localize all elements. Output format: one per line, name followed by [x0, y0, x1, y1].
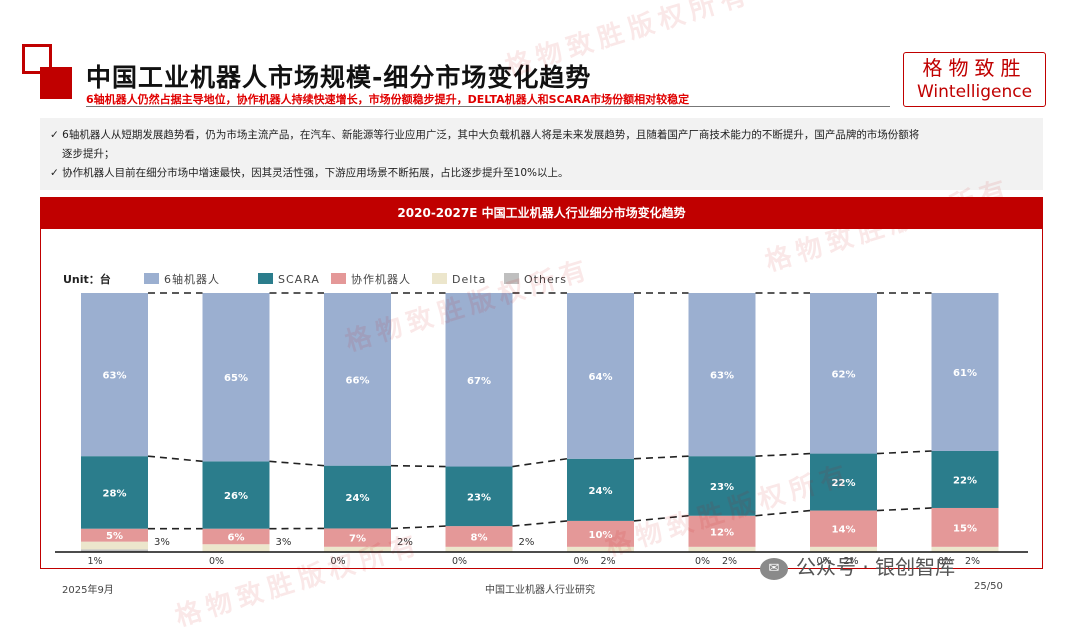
bar-delta-2025e	[689, 547, 756, 552]
title-decoration-filled	[40, 67, 72, 99]
label-delta-2020: 3%	[154, 537, 170, 548]
label-scara-2024: 24%	[589, 486, 613, 497]
logo-english: Wintelligence	[904, 82, 1045, 102]
page-subtitle: 6轴机器人仍然占据主导地位，协作机器人持续快速增长，市场份额稳步提升，DELTA…	[86, 91, 689, 107]
label-six-axis-2027e: 61%	[953, 368, 977, 379]
chart-title: 2020-2027E 中国工业机器人行业细分市场变化趋势	[41, 198, 1042, 229]
bar-delta-2023	[446, 547, 513, 552]
legend-label-others: Others	[524, 273, 567, 286]
label-six-axis-2022: 66%	[346, 375, 370, 386]
notes-panel: ✓ 6轴机器人从短期发展趋势看，仍为市场主流产品，在汽车、新能源等行业应用广泛，…	[40, 118, 1043, 190]
label-others-2020: 1%	[87, 556, 102, 567]
label-six-axis-2020: 63%	[103, 371, 127, 382]
label-collaborative-2026e: 14%	[832, 525, 856, 536]
label-others-2022: 0%	[330, 556, 345, 567]
label-scara-2026e: 22%	[832, 478, 856, 489]
label-six-axis-2021: 65%	[224, 373, 248, 384]
label-others-2023: 0%	[452, 556, 467, 567]
connector-scara-2024	[634, 456, 689, 459]
label-delta-2027e: 2%	[965, 556, 980, 567]
connector-collaborative-2026e	[877, 508, 932, 511]
label-six-axis-2026e: 62%	[832, 369, 856, 380]
legend-swatch-scara	[258, 273, 273, 284]
connector-collaborative-2025e	[756, 511, 811, 516]
note-line-2: 逐步提升；	[50, 145, 1033, 164]
label-scara-2023: 23%	[467, 492, 491, 503]
label-collaborative-2021: 6%	[228, 532, 245, 543]
bar-delta-2022	[324, 547, 391, 552]
bar-delta-2020	[81, 542, 148, 550]
label-scara-2020: 28%	[103, 488, 127, 499]
connector-collaborative-2024	[634, 516, 689, 521]
connector-scara-2026e	[877, 451, 932, 454]
connector-scara-2021	[270, 461, 325, 465]
label-others-2025e: 0%	[695, 556, 710, 567]
label-collaborative-2025e: 12%	[710, 527, 734, 538]
legend-swatch-delta	[432, 273, 447, 284]
label-delta-2023: 2%	[519, 537, 535, 548]
wechat-label: 公众号 · 银创智库	[796, 555, 955, 579]
connector-scara-2022	[391, 466, 446, 467]
note-line-1: ✓ 6轴机器人从短期发展趋势看，仍为市场主流产品，在汽车、新能源等行业应用广泛，…	[50, 126, 1033, 145]
label-delta-2025e: 2%	[722, 556, 737, 567]
stacked-bar-chart: Unit：台 6轴机器人 SCARA 协作机器人 Delta Others 63% 28% 5%…	[41, 229, 1042, 568]
connector-scara-2025e	[756, 454, 811, 457]
footer-page-number: 25/50	[974, 581, 1003, 592]
label-collaborative-2020: 5%	[106, 531, 123, 542]
legend-label-delta: Delta	[452, 273, 486, 286]
label-delta-2024: 2%	[600, 556, 615, 567]
label-delta-2022: 2%	[397, 537, 413, 548]
title-divider	[86, 106, 890, 107]
label-collaborative-2027e: 15%	[953, 523, 977, 534]
label-others-2024: 0%	[573, 556, 588, 567]
label-others-2021: 0%	[209, 556, 224, 567]
unit-label: Unit：台	[63, 272, 111, 286]
wechat-watermark: ✉ 公众号 · 银创智库	[760, 551, 955, 580]
legend-swatch-six-axis	[144, 273, 159, 284]
label-collaborative-2022: 7%	[349, 534, 366, 545]
legend-swatch-others	[504, 273, 519, 284]
label-six-axis-2023: 67%	[467, 376, 491, 387]
legend-label-scara: SCARA	[278, 273, 320, 286]
logo-chinese: 格物致胜	[904, 54, 1045, 82]
label-collaborative-2023: 8%	[471, 532, 488, 543]
page-title: 中国工业机器人市场规模-细分市场变化趋势	[86, 58, 591, 94]
connector-collaborative-2022	[391, 526, 446, 528]
connector-scara-2023	[513, 459, 568, 467]
bar-delta-2021	[203, 544, 270, 552]
connector-scara-2020	[148, 456, 203, 461]
label-scara-2021: 26%	[224, 491, 248, 502]
note-line-3: ✓ 协作机器人目前在细分市场中增速最快，因其灵活性强，下游应用场景不断拓展，占比…	[50, 164, 1033, 183]
bar-delta-2024	[567, 547, 634, 552]
legend-swatch-collaborative	[331, 273, 346, 284]
wechat-icon: ✉	[760, 558, 788, 580]
connector-collaborative-2023	[513, 521, 568, 526]
label-six-axis-2024: 64%	[589, 372, 613, 383]
brand-logo: 格物致胜 Wintelligence	[903, 52, 1046, 107]
label-delta-2021: 3%	[276, 537, 292, 548]
label-six-axis-2025e: 63%	[710, 371, 734, 382]
label-scara-2027e: 22%	[953, 475, 977, 486]
legend-label-six-axis: 6轴机器人	[164, 272, 220, 286]
label-scara-2025e: 23%	[710, 482, 734, 493]
label-collaborative-2024: 10%	[589, 530, 613, 541]
label-scara-2022: 24%	[346, 493, 370, 504]
legend-label-collaborative: 协作机器人	[351, 272, 411, 286]
footer-report-title: 中国工业机器人行业研究	[0, 581, 1080, 596]
chart-container: 2020-2027E 中国工业机器人行业细分市场变化趋势 Unit：台 6轴机器人…	[40, 197, 1043, 569]
